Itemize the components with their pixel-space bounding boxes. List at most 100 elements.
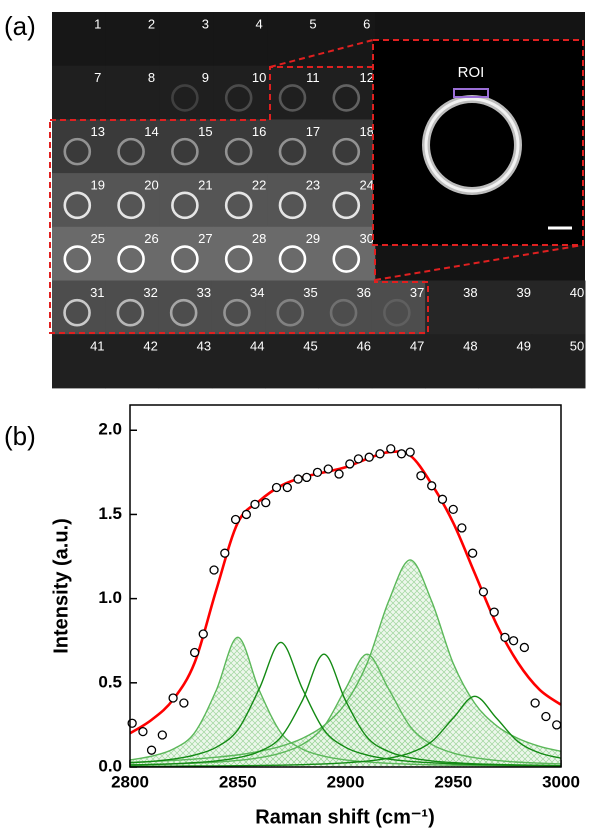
- tile: [425, 334, 479, 389]
- data-point: [323, 464, 333, 474]
- y-tick-label: 2.0: [98, 420, 122, 439]
- data-point: [437, 494, 448, 504]
- data-point: [467, 548, 478, 558]
- data-point: [353, 454, 364, 464]
- tile: [371, 280, 426, 335]
- tile-number: 13: [90, 124, 104, 139]
- tile-number: 34: [250, 285, 264, 300]
- tile-ring: [223, 298, 251, 327]
- data-point: [146, 745, 157, 755]
- zoom-line: [269, 39, 374, 68]
- tile-ring: [171, 137, 199, 166]
- tile: [267, 12, 322, 67]
- component-curve: [130, 653, 561, 767]
- tile: [158, 334, 213, 389]
- component-curve: [130, 695, 561, 767]
- inset-ring-core: [424, 97, 520, 193]
- tile: [267, 65, 322, 120]
- tile-number: 37: [410, 285, 424, 300]
- tile: [321, 12, 376, 67]
- tile-ring: [171, 84, 199, 112]
- data-point: [312, 467, 323, 477]
- tile-number: 47: [410, 339, 424, 354]
- tile-number: 41: [90, 339, 104, 354]
- data-point: [508, 636, 519, 646]
- data-point: [138, 726, 148, 737]
- component-curve: [130, 636, 561, 767]
- data-point: [489, 607, 499, 617]
- plot: 2800 2850 2900 2950 3000 0.0 0.5 1.0 1.5 2.0: [98, 420, 580, 792]
- data-point: [334, 469, 344, 479]
- x-tick-label: 2900: [327, 772, 365, 791]
- tile: [213, 65, 268, 120]
- data-point: [168, 693, 178, 703]
- inset: [372, 39, 584, 246]
- tile: [478, 280, 533, 335]
- tile-number: 36: [357, 285, 371, 300]
- data-point: [530, 698, 540, 708]
- tile: [478, 334, 533, 389]
- tile: [52, 65, 107, 120]
- tile-number: 11: [306, 70, 320, 85]
- tile-number: 17: [306, 124, 320, 139]
- tile-ring: [63, 137, 92, 166]
- y-axis-label: Intensity (a.u.): [50, 518, 72, 654]
- tile-ring: [117, 191, 145, 220]
- roi-box: [453, 88, 489, 98]
- tile-number: 42: [143, 339, 157, 354]
- tile-number: 39: [516, 285, 530, 300]
- data-point: [198, 629, 208, 639]
- tile: [318, 334, 373, 389]
- tile-number: 23: [306, 178, 320, 193]
- data-point: [396, 449, 407, 459]
- tile: [425, 280, 479, 335]
- tile-number: 20: [144, 178, 158, 193]
- tile-ring: [329, 298, 358, 327]
- tile-number: 24: [359, 178, 373, 193]
- tile-number: 33: [197, 285, 211, 300]
- fit-curve: [130, 450, 561, 735]
- data-point: [375, 449, 385, 459]
- tile-ring: [63, 298, 91, 327]
- tile-ring: [224, 84, 253, 112]
- tile-number: 48: [463, 339, 477, 354]
- data-point: [364, 452, 374, 462]
- tile-ring: [332, 191, 361, 220]
- tile-number: 1: [94, 16, 101, 31]
- tile: [211, 334, 266, 389]
- tile-ring: [116, 298, 145, 327]
- tile-number: 14: [144, 124, 158, 139]
- tile-number: 15: [198, 124, 212, 139]
- tile-number: 43: [197, 339, 211, 354]
- tile-number: 18: [359, 124, 373, 139]
- data-point: [302, 472, 312, 483]
- data-point: [519, 642, 530, 653]
- plot-frame: [129, 404, 562, 768]
- panel-label: (a): [4, 11, 36, 41]
- component-area: [130, 637, 561, 767]
- y-tick-label: 1.5: [98, 504, 122, 523]
- data-point: [157, 730, 167, 740]
- tile-ring: [224, 245, 253, 273]
- tile: [52, 12, 107, 67]
- tile-number: 10: [252, 70, 266, 85]
- data-point: [416, 471, 426, 481]
- tile-ring: [278, 84, 307, 112]
- x-tick-label: 2950: [434, 772, 472, 791]
- tile-ring: [171, 191, 199, 220]
- tile: [267, 119, 322, 174]
- tile-number: 22: [252, 178, 266, 193]
- data-point: [261, 498, 271, 508]
- data-point: [209, 565, 219, 575]
- tile-ring: [332, 245, 361, 273]
- data-point: [552, 720, 562, 730]
- curves: [130, 450, 561, 767]
- tile-number: 19: [90, 178, 104, 193]
- tile: [213, 12, 268, 67]
- tile: [265, 280, 319, 335]
- x-tick-label: 2850: [219, 772, 257, 791]
- tile: [321, 65, 376, 120]
